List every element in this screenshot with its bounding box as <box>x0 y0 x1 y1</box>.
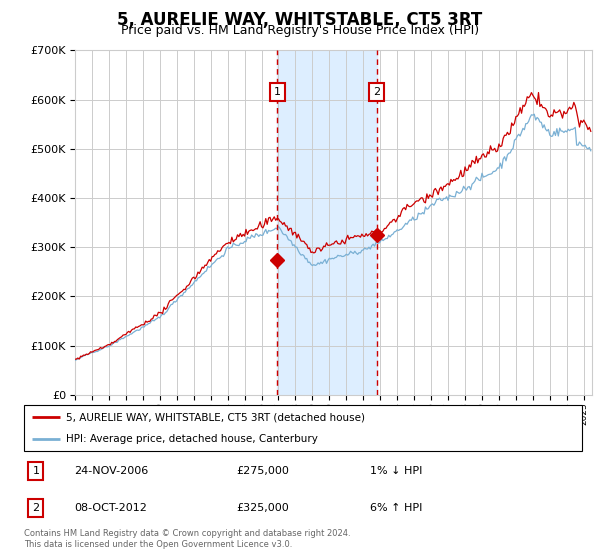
Text: 6% ↑ HPI: 6% ↑ HPI <box>370 503 422 513</box>
Text: Contains HM Land Registry data © Crown copyright and database right 2024.
This d: Contains HM Land Registry data © Crown c… <box>24 529 350 549</box>
Text: 1% ↓ HPI: 1% ↓ HPI <box>370 466 422 476</box>
Text: 2: 2 <box>32 503 40 513</box>
Text: 2: 2 <box>373 87 380 97</box>
Text: HPI: Average price, detached house, Canterbury: HPI: Average price, detached house, Cant… <box>66 435 318 444</box>
Text: 5, AURELIE WAY, WHITSTABLE, CT5 3RT (detached house): 5, AURELIE WAY, WHITSTABLE, CT5 3RT (det… <box>66 412 365 422</box>
Text: 1: 1 <box>32 466 40 476</box>
Text: Price paid vs. HM Land Registry's House Price Index (HPI): Price paid vs. HM Land Registry's House … <box>121 24 479 36</box>
Text: 1: 1 <box>274 87 281 97</box>
Text: £325,000: £325,000 <box>236 503 289 513</box>
Text: £275,000: £275,000 <box>236 466 289 476</box>
FancyBboxPatch shape <box>24 405 582 451</box>
Text: 5, AURELIE WAY, WHITSTABLE, CT5 3RT: 5, AURELIE WAY, WHITSTABLE, CT5 3RT <box>118 11 482 29</box>
Text: 24-NOV-2006: 24-NOV-2006 <box>74 466 148 476</box>
Bar <box>277 50 377 395</box>
Text: 08-OCT-2012: 08-OCT-2012 <box>74 503 147 513</box>
